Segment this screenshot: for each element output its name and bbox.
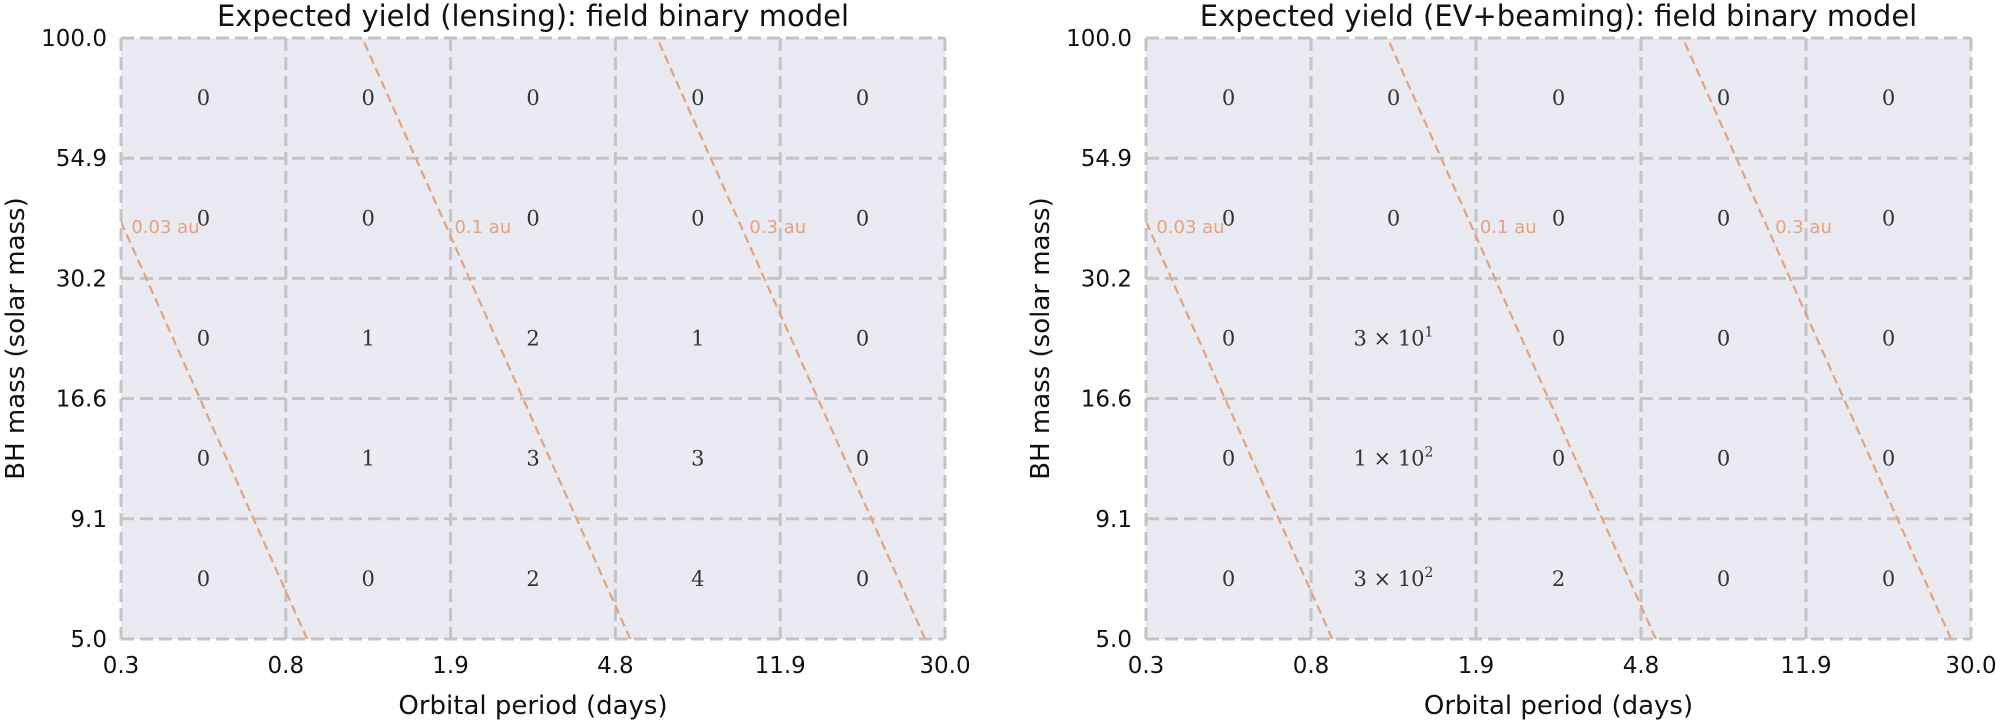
y-axis-label: BH mass (solar mass) <box>1 197 31 479</box>
heatmap-panel-2: 0 0 0 0 0 0 0 0 0 0 0 3 × 101 0 0 0 0 1 × 102 0 0 0 0 3 × 102… <box>1026 0 1996 721</box>
separation-line-label: 0.3 au <box>1775 217 1832 238</box>
heatmap-cell: 0 <box>856 327 869 351</box>
separation-line <box>1386 38 1657 639</box>
heatmap-cell: 3 × 102 <box>1354 565 1434 591</box>
y-tick-label: 100.0 <box>1066 26 1132 52</box>
heatmap-cell: 0 <box>197 86 210 110</box>
y-tick-label: 54.9 <box>1081 146 1132 172</box>
y-tick-label: 5.0 <box>70 627 107 653</box>
heatmap-cell: 0 <box>1882 86 1895 110</box>
y-axis-label: BH mass (solar mass) <box>1026 197 1056 479</box>
chart-title: Expected yield (EV+beaming): field binar… <box>1200 0 1917 33</box>
y-tick-label: 9.1 <box>1095 507 1132 533</box>
x-tick-label: 4.8 <box>597 653 634 679</box>
x-tick-label: 0.3 <box>1128 653 1165 679</box>
y-tick-label: 5.0 <box>1095 627 1132 653</box>
heatmap-cell: 0 <box>1717 567 1730 591</box>
heatmap-cell: 0 <box>1387 86 1400 110</box>
heatmap-cell: 0 <box>1222 86 1235 110</box>
heatmap-cell: 0 <box>526 86 539 110</box>
heatmap-panel-1: 0 0 0 0 00 0 0 0 00 1 2 1 00 1 3 3 00 0 2 4 00.03 au 0.1 au 0.… <box>1 0 971 721</box>
heatmap-cell: 0 <box>362 86 375 110</box>
heatmap-cell: 0 <box>1882 567 1895 591</box>
heatmap-cell: 0 <box>691 86 704 110</box>
heatmap-cell: 0 <box>1882 447 1895 471</box>
heatmap-cell: 0 <box>197 206 210 230</box>
x-tick-label: 4.8 <box>1623 653 1660 679</box>
heatmap-cell: 3 <box>526 447 539 471</box>
heatmap-cell: 0 <box>197 447 210 471</box>
heatmap-cell: 1 <box>362 327 375 351</box>
heatmap-cell: 2 <box>526 567 539 591</box>
separation-line-label: 0.03 au <box>131 217 199 238</box>
heatmap-cell: 0 <box>1882 206 1895 230</box>
heatmap-cell: 0 <box>1222 447 1235 471</box>
separation-line-label: 0.3 au <box>749 217 806 238</box>
heatmap-cell: 2 <box>526 327 539 351</box>
separation-line-label: 0.03 au <box>1156 217 1224 238</box>
separation-line <box>1146 219 1334 639</box>
plot-background <box>121 38 945 639</box>
heatmap-cell: 0 <box>1717 327 1730 351</box>
x-tick-label: 30.0 <box>1945 653 1996 679</box>
heatmap-cell: 0 <box>691 206 704 230</box>
x-tick-label: 1.9 <box>432 653 469 679</box>
heatmap-cell: 0 <box>1222 327 1235 351</box>
x-tick-label: 0.3 <box>103 653 140 679</box>
x-tick-label: 0.8 <box>268 653 305 679</box>
heatmap-cell: 1 <box>362 447 375 471</box>
separation-line-label: 0.1 au <box>454 217 511 238</box>
heatmap-cell: 3 <box>691 447 704 471</box>
y-tick-label: 16.6 <box>56 387 107 413</box>
x-tick-label: 0.8 <box>1293 653 1330 679</box>
heatmap-cell: 0 <box>1552 447 1565 471</box>
x-tick-label: 30.0 <box>919 653 970 679</box>
heatmap-cell: 4 <box>691 567 704 591</box>
heatmap-cell: 0 <box>1222 206 1235 230</box>
heatmap-cell: 0 <box>856 567 869 591</box>
heatmap-cell: 0 <box>1222 567 1235 591</box>
x-tick-label: 11.9 <box>1780 653 1831 679</box>
heatmap-cell: 1 × 102 <box>1354 445 1434 471</box>
separation-line <box>121 219 309 639</box>
separation-line <box>361 38 632 639</box>
heatmap-cell: 0 <box>1552 206 1565 230</box>
heatmap-cell: 0 <box>197 327 210 351</box>
heatmap-cell: 0 <box>856 206 869 230</box>
heatmap-cell: 0 <box>197 567 210 591</box>
heatmap-cell: 0 <box>1882 327 1895 351</box>
heatmap-cell: 0 <box>1717 86 1730 110</box>
heatmap-cell: 0 <box>362 567 375 591</box>
y-tick-label: 9.1 <box>70 507 107 533</box>
x-axis-label: Orbital period (days) <box>1424 691 1693 721</box>
y-tick-label: 30.2 <box>1081 266 1132 292</box>
plot-background <box>1146 38 1971 639</box>
heatmap-cell: 0 <box>1387 206 1400 230</box>
x-tick-label: 11.9 <box>755 653 806 679</box>
heatmap-cell: 0 <box>362 206 375 230</box>
chart-title: Expected yield (lensing): field binary m… <box>217 0 849 33</box>
heatmap-cell: 3 × 101 <box>1354 325 1434 351</box>
heatmap-cell: 0 <box>1717 206 1730 230</box>
y-tick-label: 16.6 <box>1081 387 1132 413</box>
heatmap-cell: 0 <box>856 86 869 110</box>
x-tick-label: 1.9 <box>1458 653 1495 679</box>
y-tick-label: 30.2 <box>56 266 107 292</box>
heatmap-cell: 0 <box>1717 447 1730 471</box>
heatmap-cell: 0 <box>1552 327 1565 351</box>
heatmap-cell: 0 <box>856 447 869 471</box>
y-tick-label: 54.9 <box>56 146 107 172</box>
x-axis-label: Orbital period (days) <box>398 691 667 721</box>
heatmap-cell: 1 <box>691 327 704 351</box>
heatmap-cell: 0 <box>1552 86 1565 110</box>
heatmap-cell: 2 <box>1552 567 1565 591</box>
separation-line-label: 0.1 au <box>1480 217 1537 238</box>
separation-line <box>1681 38 1953 639</box>
heatmap-cell: 0 <box>526 206 539 230</box>
y-tick-label: 100.0 <box>41 26 107 52</box>
separation-line <box>656 38 927 639</box>
